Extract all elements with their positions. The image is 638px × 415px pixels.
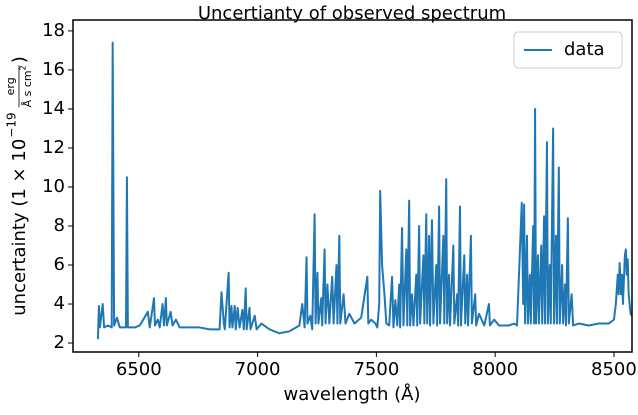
data-line xyxy=(96,41,633,340)
x-tick-label: 8500 xyxy=(591,359,637,380)
y-tick-label: 10 xyxy=(42,176,65,197)
x-tick-label: 8000 xyxy=(472,359,518,380)
x-tick-label: 7500 xyxy=(353,359,399,380)
y-axis-label-part: Å s cm xyxy=(21,70,34,107)
y-axis-label-part: uncertainty (1 × 10 xyxy=(9,139,30,316)
legend-label: data xyxy=(564,39,605,60)
y-tick-label: 16 xyxy=(42,59,65,80)
y-tick-label: 14 xyxy=(42,98,65,119)
y-axis-label-part: −19 xyxy=(5,112,19,137)
chart-title: Uncertianty of observed spectrum xyxy=(198,3,506,24)
y-tick-label: 18 xyxy=(42,20,65,41)
x-axis-label: wavelength (Å) xyxy=(284,383,421,405)
x-tick-label: 6500 xyxy=(116,359,162,380)
y-axis-label-part: erg xyxy=(4,77,17,95)
x-tick-label: 7000 xyxy=(235,359,281,380)
y-axis-label-part: 2 xyxy=(19,65,28,70)
y-tick-label: 2 xyxy=(54,332,65,353)
plot-frame xyxy=(72,19,633,353)
y-axis-label: uncertainty (1 × 10 −19 erg Å s cm2) xyxy=(4,56,34,316)
y-tick-label: 12 xyxy=(42,137,65,158)
y-tick-label: 8 xyxy=(54,215,65,236)
y-tick-label: 4 xyxy=(54,293,65,314)
y-tick-label: 6 xyxy=(54,254,65,275)
y-axis-label-part: ) xyxy=(9,56,30,63)
legend-box xyxy=(513,31,623,69)
